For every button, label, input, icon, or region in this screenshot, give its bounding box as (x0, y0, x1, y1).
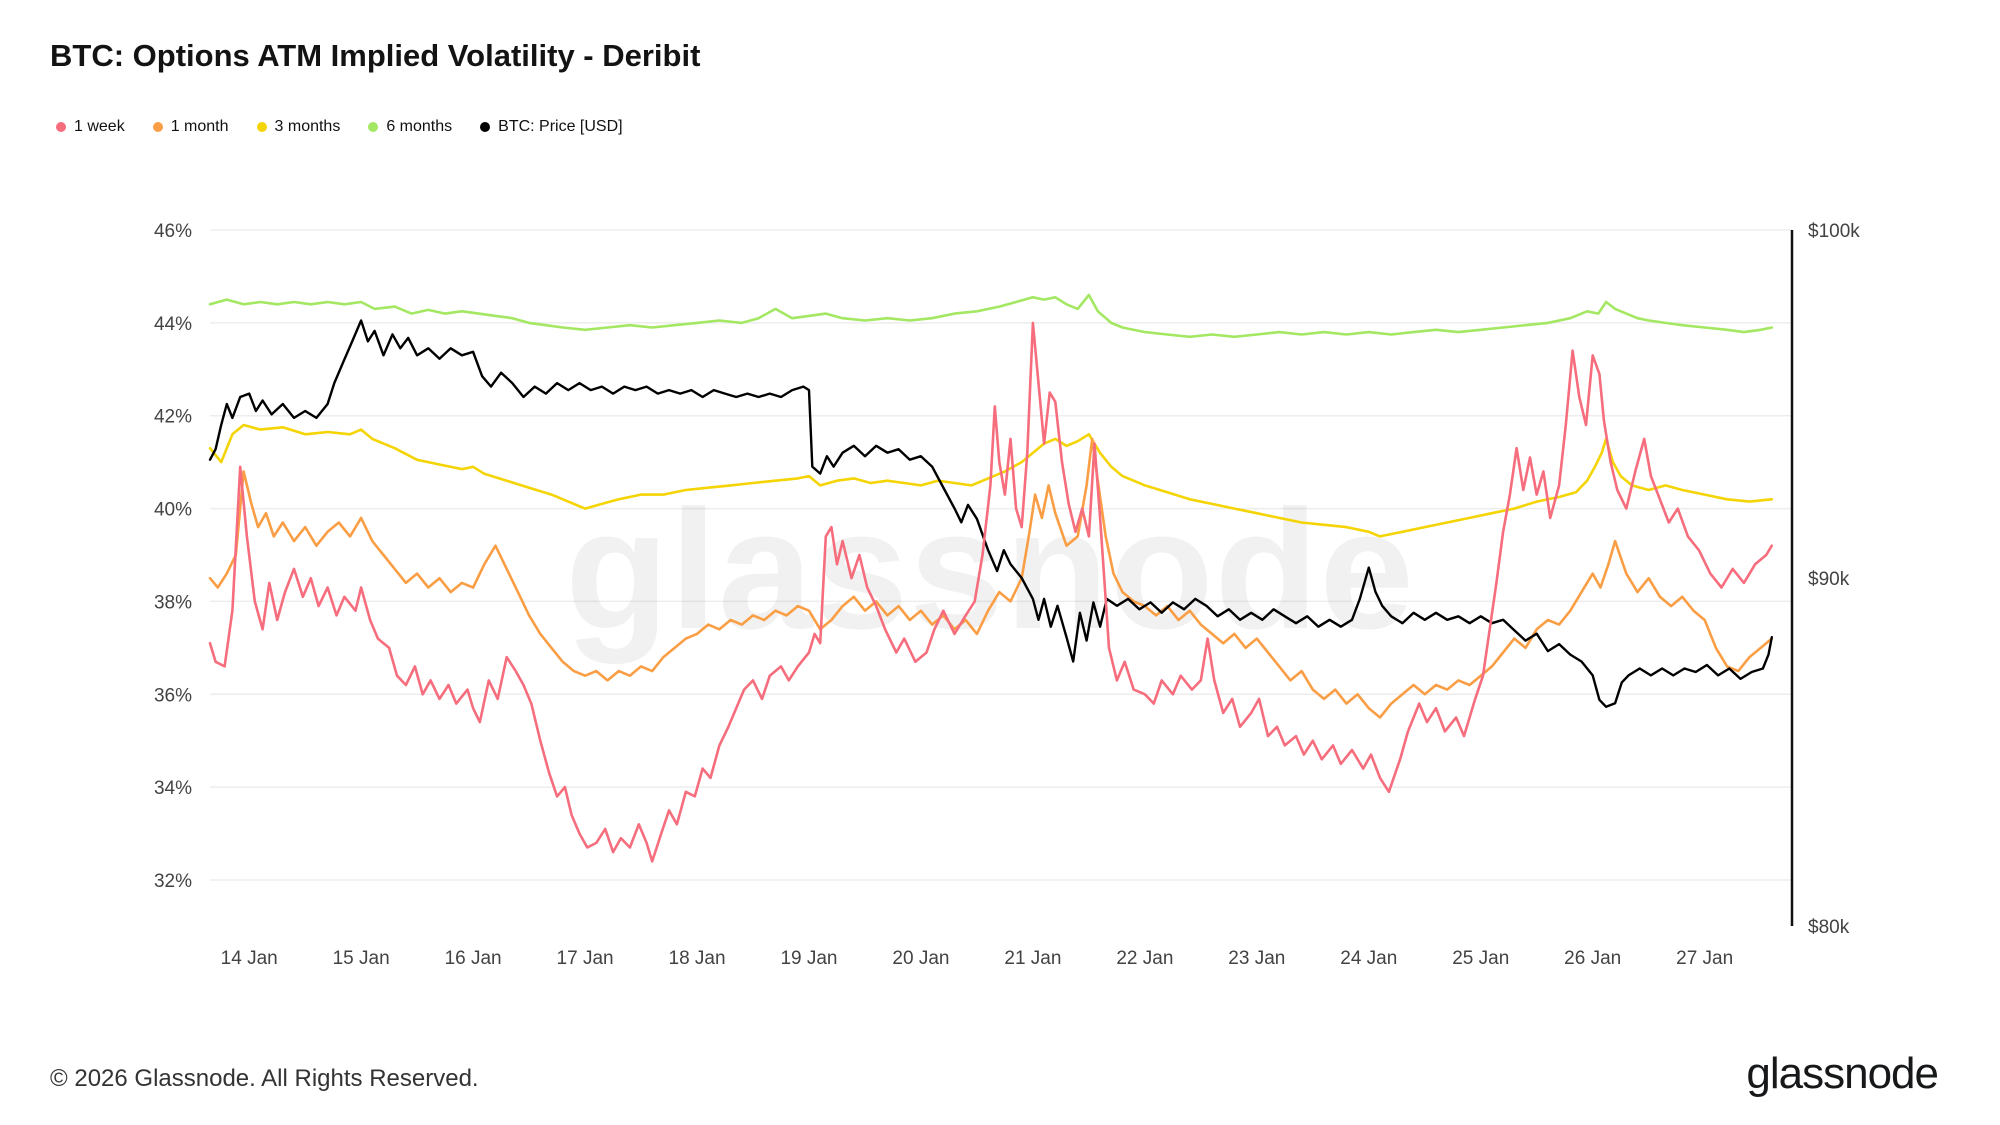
x-tick-label: 26 Jan (1564, 948, 1621, 969)
series-line-6-months (208, 293, 1774, 339)
x-tick-label: 21 Jan (1004, 948, 1061, 969)
legend-dot-6-months (368, 122, 379, 132)
x-tick-label: 23 Jan (1228, 948, 1285, 969)
y-left-tick-label: 34% (154, 778, 192, 799)
legend: 1 week 1 month 3 months 6 months BTC: Price … (56, 118, 623, 136)
y-right-tick-label: $80k (1808, 917, 1850, 938)
x-tick-label: 16 Jan (445, 948, 502, 969)
y-left-tick-label: 32% (154, 871, 192, 892)
y-right-tick-label: $90k (1808, 569, 1850, 590)
legend-item-6-months[interactable]: 6 months (368, 118, 452, 136)
x-tick-label: 20 Jan (892, 948, 949, 969)
x-tick-label: 14 Jan (221, 948, 278, 969)
legend-dot-1-week (56, 122, 66, 132)
legend-item-1-month[interactable]: 1 month (152, 118, 229, 136)
x-tick-label: 22 Jan (1116, 948, 1173, 969)
legend-dot-1-month (152, 122, 163, 132)
copyright-text: © 2026 Glassnode. All Rights Reserved. (50, 1065, 479, 1092)
y-left-tick-label: 40% (154, 500, 192, 521)
legend-item-3-months[interactable]: 3 months (256, 118, 341, 136)
series-line-3-months (208, 423, 1774, 538)
x-tick-label: 18 Jan (669, 948, 726, 969)
y-left-tick-label: 42% (154, 407, 192, 428)
x-tick-label: 15 Jan (333, 948, 390, 969)
watermark-text: glassnode (565, 475, 1415, 665)
legend-label-3-months: 3 months (274, 118, 341, 135)
y-left-tick-label: 44% (154, 314, 192, 335)
y-right-tick-label: $100k (1808, 221, 1860, 242)
legend-label-btc-price-usd: BTC: Price [USD] (498, 118, 623, 135)
legend-dot-btc-price-usd (480, 122, 491, 132)
x-tick-label: 24 Jan (1340, 948, 1397, 969)
series-line-1-week (208, 321, 1774, 863)
legend-label-1-week: 1 week (74, 118, 125, 135)
series-line-1-month (208, 437, 1774, 719)
legend-dot-3-months (256, 122, 267, 132)
legend-label-6-months: 6 months (386, 118, 453, 135)
y-left-tick-label: 38% (154, 592, 192, 613)
legend-label-1-month: 1 month (170, 118, 229, 135)
legend-item-btc-price-usd[interactable]: BTC: Price [USD] (480, 118, 623, 136)
chart-title: BTC: Options ATM Implied Volatility - De… (50, 38, 701, 73)
y-left-tick-label: 36% (154, 685, 192, 706)
glassnode-logo: glassnode (1746, 1049, 1939, 1098)
x-tick-label: 27 Jan (1676, 948, 1733, 969)
x-tick-label: 25 Jan (1452, 948, 1509, 969)
y-left-tick-label: 46% (154, 221, 192, 242)
x-tick-label: 17 Jan (557, 948, 614, 969)
series-line-btc-price-usd (208, 319, 1774, 708)
x-tick-label: 19 Jan (780, 948, 837, 969)
legend-item-1-week[interactable]: 1 week (56, 118, 125, 136)
